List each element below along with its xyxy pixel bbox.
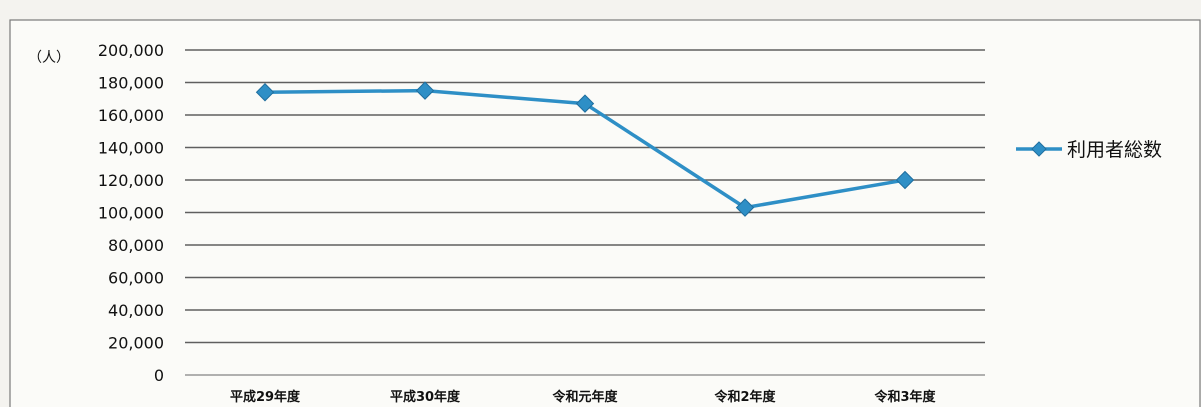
y-tick-label: 120,000	[98, 171, 164, 190]
x-tick-label: 令和3年度	[874, 389, 936, 405]
gridlines	[185, 49, 985, 376]
y-tick-label: 160,000	[98, 106, 164, 125]
y-tick-label: 0	[154, 366, 164, 385]
data-point-3	[735, 198, 755, 217]
y-tick-label: 200,000	[98, 41, 164, 60]
legend-marker	[1031, 141, 1047, 157]
y-tick-label: 180,000	[98, 74, 164, 93]
data-point-2	[575, 94, 595, 113]
x-tick-label: 令和元年度	[552, 389, 618, 405]
data-point-0	[255, 83, 275, 102]
y-tick-label: 20,000	[108, 334, 164, 353]
data-point-1	[415, 81, 435, 100]
y-tick-label: 40,000	[108, 301, 164, 320]
x-tick-labels: 平成29年度 平成30年度 令和元年度 令和2年度 令和3年度	[230, 389, 937, 405]
x-tick-label: 平成30年度	[390, 389, 461, 405]
y-tick-label: 140,000	[98, 139, 164, 158]
chart-frame	[9, 19, 1201, 407]
data-point-4	[895, 170, 915, 190]
legend-label: 利用者総数	[1067, 139, 1162, 161]
legend: 利用者総数	[1016, 139, 1162, 161]
y-tick-labels: 200,000 180,000 160,000 140,000 120,000 100,0…	[98, 41, 164, 385]
x-tick-label: 令和2年度	[714, 389, 776, 405]
y-axis-unit: （人）	[28, 50, 70, 66]
x-tick-label: 平成29年度	[230, 389, 301, 405]
series-group	[255, 81, 915, 217]
y-tick-label: 80,000	[108, 236, 164, 255]
y-tick-label: 100,000	[98, 204, 164, 223]
y-tick-label: 60,000	[108, 269, 164, 288]
